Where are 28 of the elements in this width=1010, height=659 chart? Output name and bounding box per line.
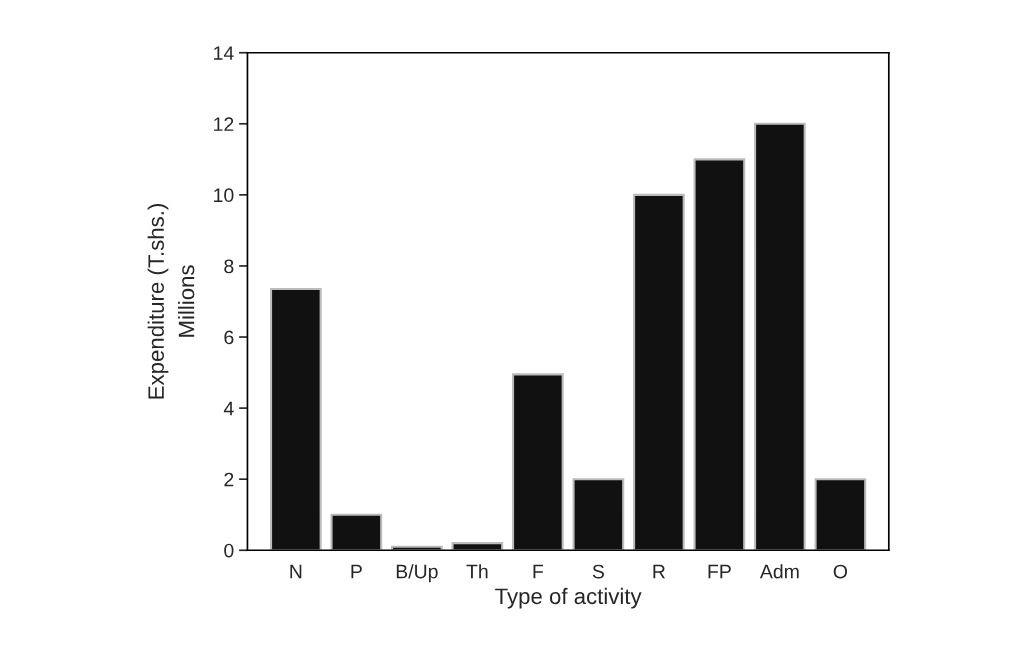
bar: [754, 122, 806, 551]
bar: [330, 513, 383, 551]
y-axis-title: Expenditure (T.shs.) Millions: [147, 204, 195, 399]
y-tick-label: 10: [214, 188, 234, 203]
bar: [633, 193, 685, 551]
x-axis-title: Type of activity: [495, 587, 642, 609]
y-tick-label: 14: [214, 46, 234, 60]
x-tick-label: N: [290, 564, 302, 579]
bar: [512, 373, 564, 551]
x-tick-label: R: [653, 564, 665, 579]
y-tick-label: 0: [224, 543, 234, 558]
bar: [572, 478, 625, 551]
x-tick-label: B/Up: [396, 564, 438, 583]
y-tick-label: 2: [224, 472, 234, 487]
x-tick-label: Th: [466, 564, 488, 579]
y-tick-label: 8: [224, 259, 234, 274]
x-tick-label: F: [533, 564, 544, 579]
x-tick-label: O: [833, 564, 848, 579]
bar: [693, 158, 746, 551]
y-tick-label: 4: [223, 401, 234, 416]
bar: [270, 288, 322, 551]
x-tick-label: P: [351, 564, 362, 579]
y-tick-label: 12: [214, 117, 234, 131]
y-tick-label: 6: [224, 330, 234, 345]
x-tick-label: Adm: [759, 564, 799, 579]
bar: [814, 478, 867, 551]
x-tick-label: S: [592, 564, 604, 579]
x-tick-label: FP: [708, 564, 731, 579]
